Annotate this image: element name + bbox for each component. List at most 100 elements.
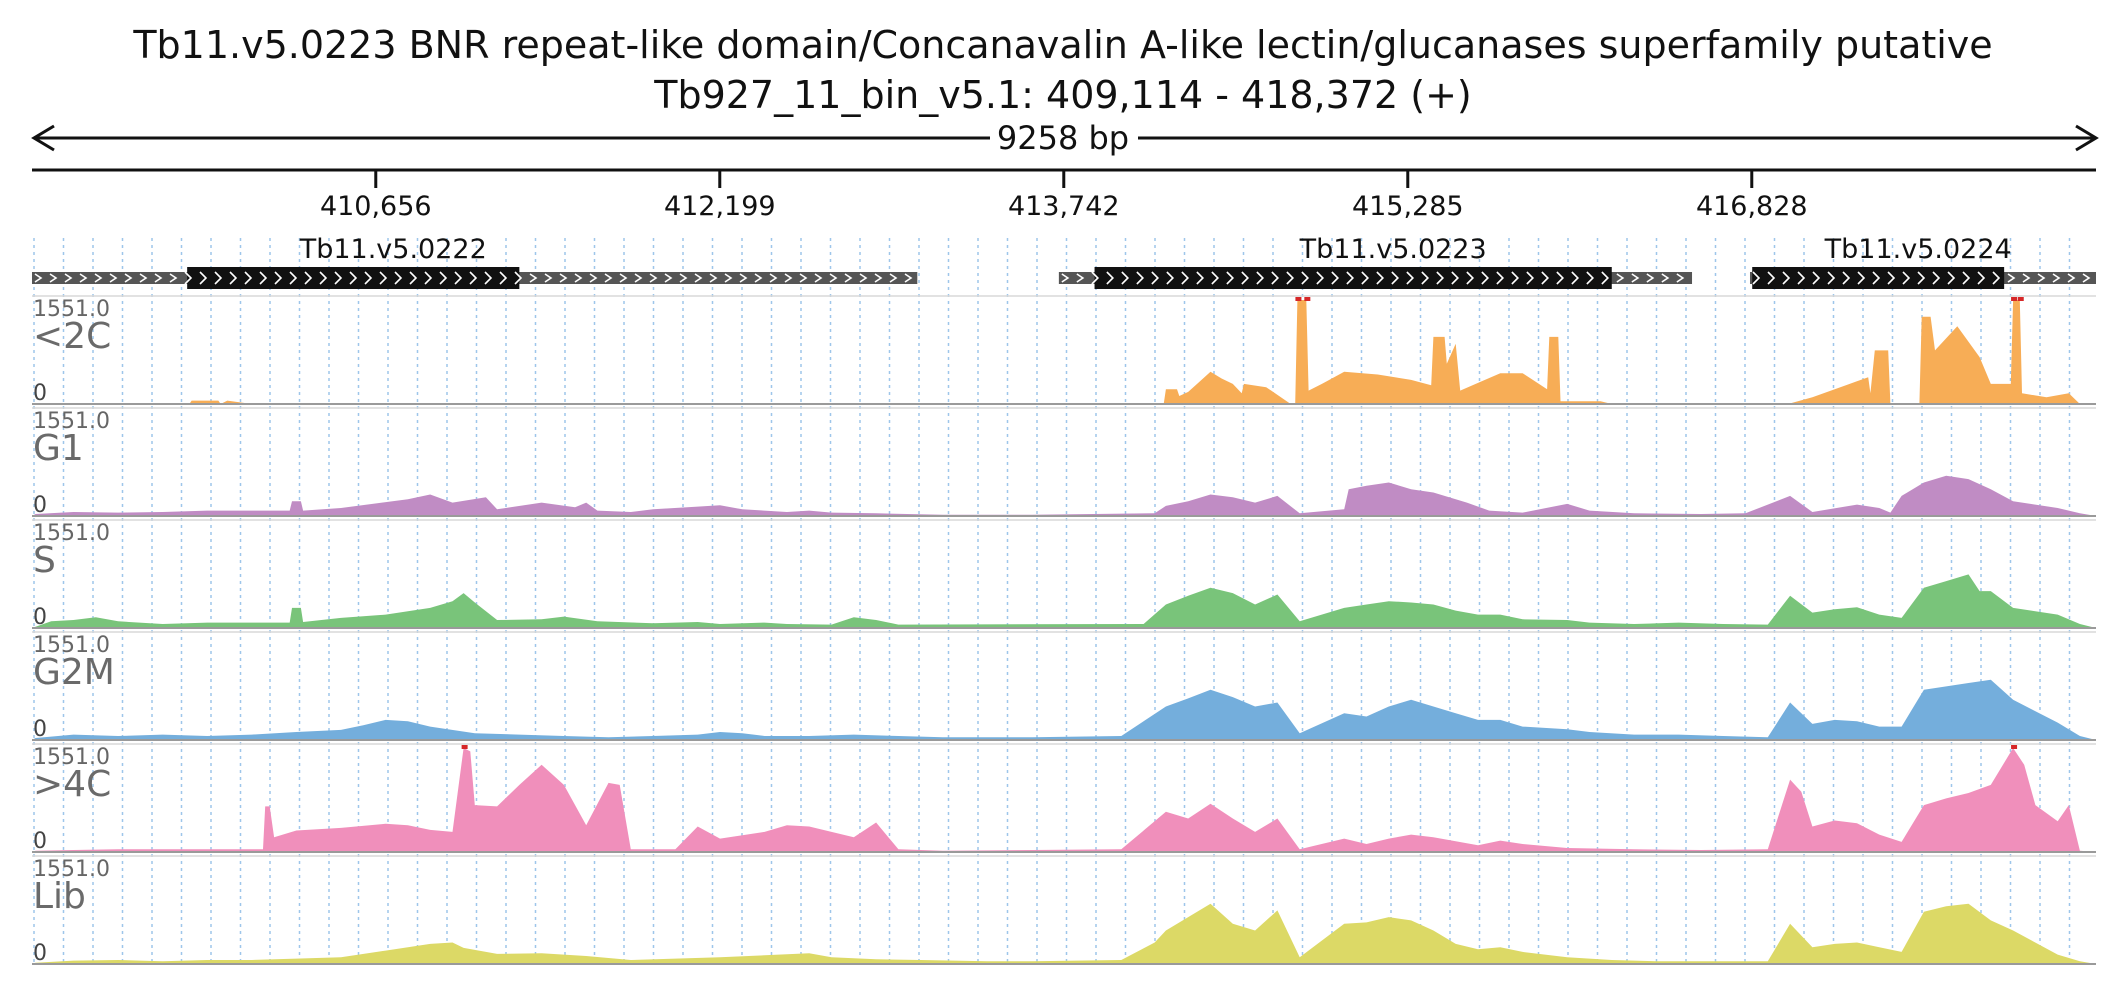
strand-chevron-icon [1076,273,1085,283]
strand-chevron-icon [1166,271,1175,285]
strand-chevron-icon [1782,271,1791,285]
strand-chevron-icon [1917,271,1926,285]
ruler-tick-label: 412,199 [664,191,776,222]
track-ymin-label: 0 [33,381,47,406]
strand-chevron-icon [724,273,733,283]
coverage-track: 1551.0 0 G1 [32,407,2096,518]
track-ymin-label: 0 [33,493,47,518]
gene-label: Tb11.v5.0223 [1299,234,1487,265]
strand-chevron-icon [769,273,778,283]
strand-chevron-icon [379,271,388,285]
strand-chevron-icon [2082,273,2091,283]
strand-chevron-icon [1827,271,1836,285]
strand-chevron-icon [409,271,418,285]
strand-chevron-icon [2037,273,2046,283]
strand-chevron-icon [2022,273,2031,283]
strand-chevron-icon [649,273,658,283]
strand-chevron-icon [664,273,673,283]
strand-chevron-icon [1601,271,1610,285]
track-ymin-label: 0 [33,717,47,742]
strand-chevron-icon [94,273,103,283]
span-indicator: 9258 bp [31,119,2099,157]
track-name: <2C [33,316,111,357]
coverage-area [32,300,2096,404]
strand-chevron-icon [244,271,253,285]
strand-chevron-icon [109,273,118,283]
strand-chevron-icon [139,273,148,283]
strand-chevron-icon [1241,271,1250,285]
strand-chevron-icon [844,273,853,283]
clip-marker [2011,297,2018,301]
strand-chevron-icon [364,271,373,285]
gene-model[interactable]: Tb11.v5.0224 [1749,234,2096,289]
clip-marker [2011,745,2018,749]
strand-chevron-icon [1061,273,1070,283]
strand-chevron-icon [124,273,133,283]
strand-chevron-icon [394,271,403,285]
strand-chevron-icon [679,273,688,283]
clip-marker [2017,297,2024,301]
strand-chevron-icon [814,273,823,283]
strand-chevron-icon [604,273,613,283]
coverage-track: 1551.0 0 <2C [32,295,2096,406]
strand-chevron-icon [739,273,748,283]
strand-chevron-icon [334,271,343,285]
coverage-area [32,574,2096,628]
strand-chevron-icon [2007,273,2016,283]
ruler-tick-label: 416,828 [1696,191,1808,222]
strand-chevron-icon [424,271,433,285]
track-name: Lib [33,876,86,917]
strand-chevron-icon [1511,271,1520,285]
strand-chevron-icon [1496,271,1505,285]
gene-model[interactable]: Tb11.v5.0222 [32,234,918,289]
strand-chevron-icon [1631,273,1640,283]
strand-chevron-icon [1346,271,1355,285]
gene-cds-bar [187,267,520,289]
strand-chevron-icon [1767,271,1776,285]
strand-chevron-icon [559,273,568,283]
span-arrow-left-icon [31,124,55,152]
strand-chevron-icon [1857,271,1866,285]
strand-chevron-icon [634,273,643,283]
strand-chevron-icon [1932,271,1941,285]
strand-chevron-icon [709,273,718,283]
strand-chevron-icon [529,273,538,283]
ruler-ticks: 410,656 412,199 413,742 415,285 416,828 [320,170,1808,222]
ruler-tick-label: 413,742 [1008,191,1120,222]
span-arrow-right-icon [2075,124,2099,152]
strand-chevron-icon [214,271,223,285]
strand-chevron-icon [439,271,448,285]
track-name: S [33,540,56,581]
strand-chevron-icon [574,273,583,283]
strand-chevron-icon [1842,271,1851,285]
track-ymax-label: 1551.0 [33,745,110,770]
strand-chevron-icon [754,273,763,283]
strand-chevron-icon [79,273,88,283]
strand-chevron-icon [1331,271,1340,285]
clip-marker [1304,297,1311,301]
strand-chevron-icon [184,271,193,285]
coverage-track: 1551.0 0 G2M [32,631,2096,742]
strand-chevron-icon [1406,271,1415,285]
gene-label: Tb11.v5.0224 [1824,234,2012,265]
strand-chevron-icon [1676,273,1685,283]
strand-chevron-icon [1661,273,1670,283]
strand-chevron-icon [694,273,703,283]
gene-model[interactable]: Tb11.v5.0223 [1058,234,1693,289]
coverage-track: 1551.0 0 Lib [32,855,2096,966]
clip-marker [461,745,468,749]
strand-chevron-icon [2052,273,2061,283]
gene-track: Tb11.v5.0222 Tb11.v5.0223 Tb11.v5.0224 [32,234,2096,289]
strand-chevron-icon [1646,273,1655,283]
strand-chevron-icon [1121,271,1130,285]
strand-chevron-icon [49,273,58,283]
track-ymax-label: 1551.0 [33,633,110,658]
strand-chevron-icon [469,271,478,285]
strand-chevron-icon [1977,271,1986,285]
span-length-label: 9258 bp [997,119,1129,157]
strand-chevron-icon [1962,271,1971,285]
track-ymin-label: 0 [33,941,47,966]
track-name: >4C [33,764,111,805]
coverage-area [32,679,2096,740]
strand-chevron-icon [1256,271,1265,285]
